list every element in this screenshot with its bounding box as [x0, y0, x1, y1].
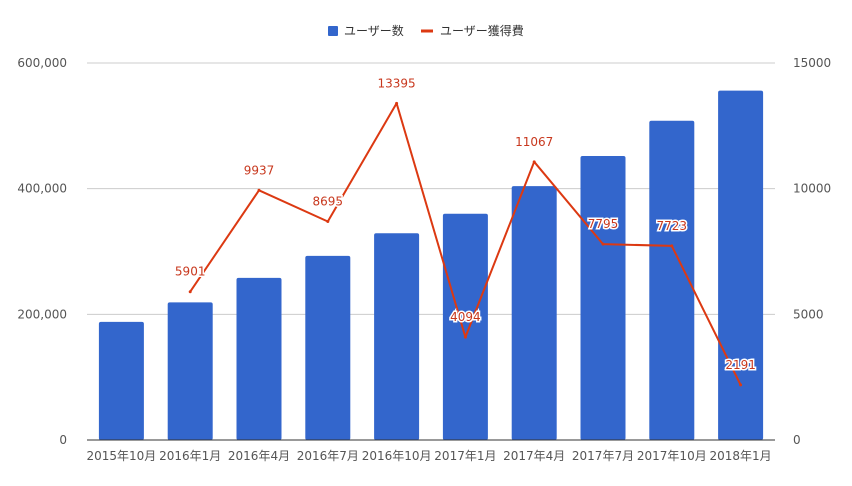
- line-point: [326, 219, 330, 223]
- bar-series-users: [98, 90, 764, 440]
- x-tick-label: 2017年1月: [434, 449, 496, 463]
- axes: 0 200,000 400,000 600,000 0 5000 10000 15000 201…: [17, 56, 831, 463]
- legend: ユーザー数 ユーザー獲得費: [328, 23, 524, 38]
- bar: [580, 155, 626, 440]
- legend-label-cost: ユーザー獲得費: [440, 23, 524, 38]
- line-point: [395, 101, 399, 105]
- y-right-tick-label: 10000: [793, 182, 831, 196]
- line-point: [463, 335, 467, 339]
- legend-swatch-users: [328, 26, 338, 36]
- line-point: [532, 160, 536, 164]
- y-right-tick-label: 5000: [793, 307, 824, 321]
- y-right-tick-label: 0: [793, 433, 801, 447]
- bar: [305, 255, 351, 440]
- y-left-tick-label: 0: [59, 433, 67, 447]
- x-tick-label: 2015年10月: [86, 449, 156, 463]
- data-label: 11067: [515, 135, 553, 149]
- line-point: [670, 244, 674, 248]
- bar: [374, 233, 420, 440]
- y-left-tick-label: 400,000: [17, 182, 67, 196]
- bar: [442, 213, 488, 440]
- x-tick-label: 2016年10月: [362, 449, 432, 463]
- data-label: 7723: [657, 219, 688, 233]
- line-series-cost: [188, 101, 743, 387]
- x-tick-label: 2016年7月: [297, 449, 359, 463]
- data-label: 9937: [244, 163, 275, 177]
- y-left-tick-label: 600,000: [17, 56, 67, 70]
- y-right-tick-label: 15000: [793, 56, 831, 70]
- data-label: 8695: [313, 194, 344, 208]
- data-label: 2191: [725, 358, 756, 372]
- x-tick-label: 2016年1月: [159, 449, 221, 463]
- bar: [649, 120, 695, 440]
- x-tick-label: 2016年4月: [228, 449, 290, 463]
- bar: [511, 186, 557, 440]
- bar: [98, 321, 144, 440]
- data-label: 5901: [175, 265, 206, 279]
- legend-label-users: ユーザー数: [344, 23, 404, 38]
- line-point: [257, 188, 261, 192]
- data-label: 13395: [378, 76, 416, 90]
- bar: [236, 277, 282, 440]
- x-tick-label: 2017年4月: [503, 449, 565, 463]
- bar: [167, 302, 213, 440]
- bar: [718, 90, 764, 440]
- data-labels: 5901 9937 8695 13395 4094 11067 7795 7723 2191: [173, 75, 757, 374]
- x-tick-label: 2018年1月: [710, 449, 772, 463]
- line-point: [188, 290, 192, 294]
- data-label: 7795: [588, 217, 619, 231]
- line-point: [601, 242, 605, 246]
- data-label: 4094: [450, 310, 481, 324]
- line-point: [739, 383, 743, 387]
- x-tick-label: 2017年7月: [572, 449, 634, 463]
- x-tick-label: 2017年10月: [637, 449, 707, 463]
- y-left-tick-label: 200,000: [17, 307, 67, 321]
